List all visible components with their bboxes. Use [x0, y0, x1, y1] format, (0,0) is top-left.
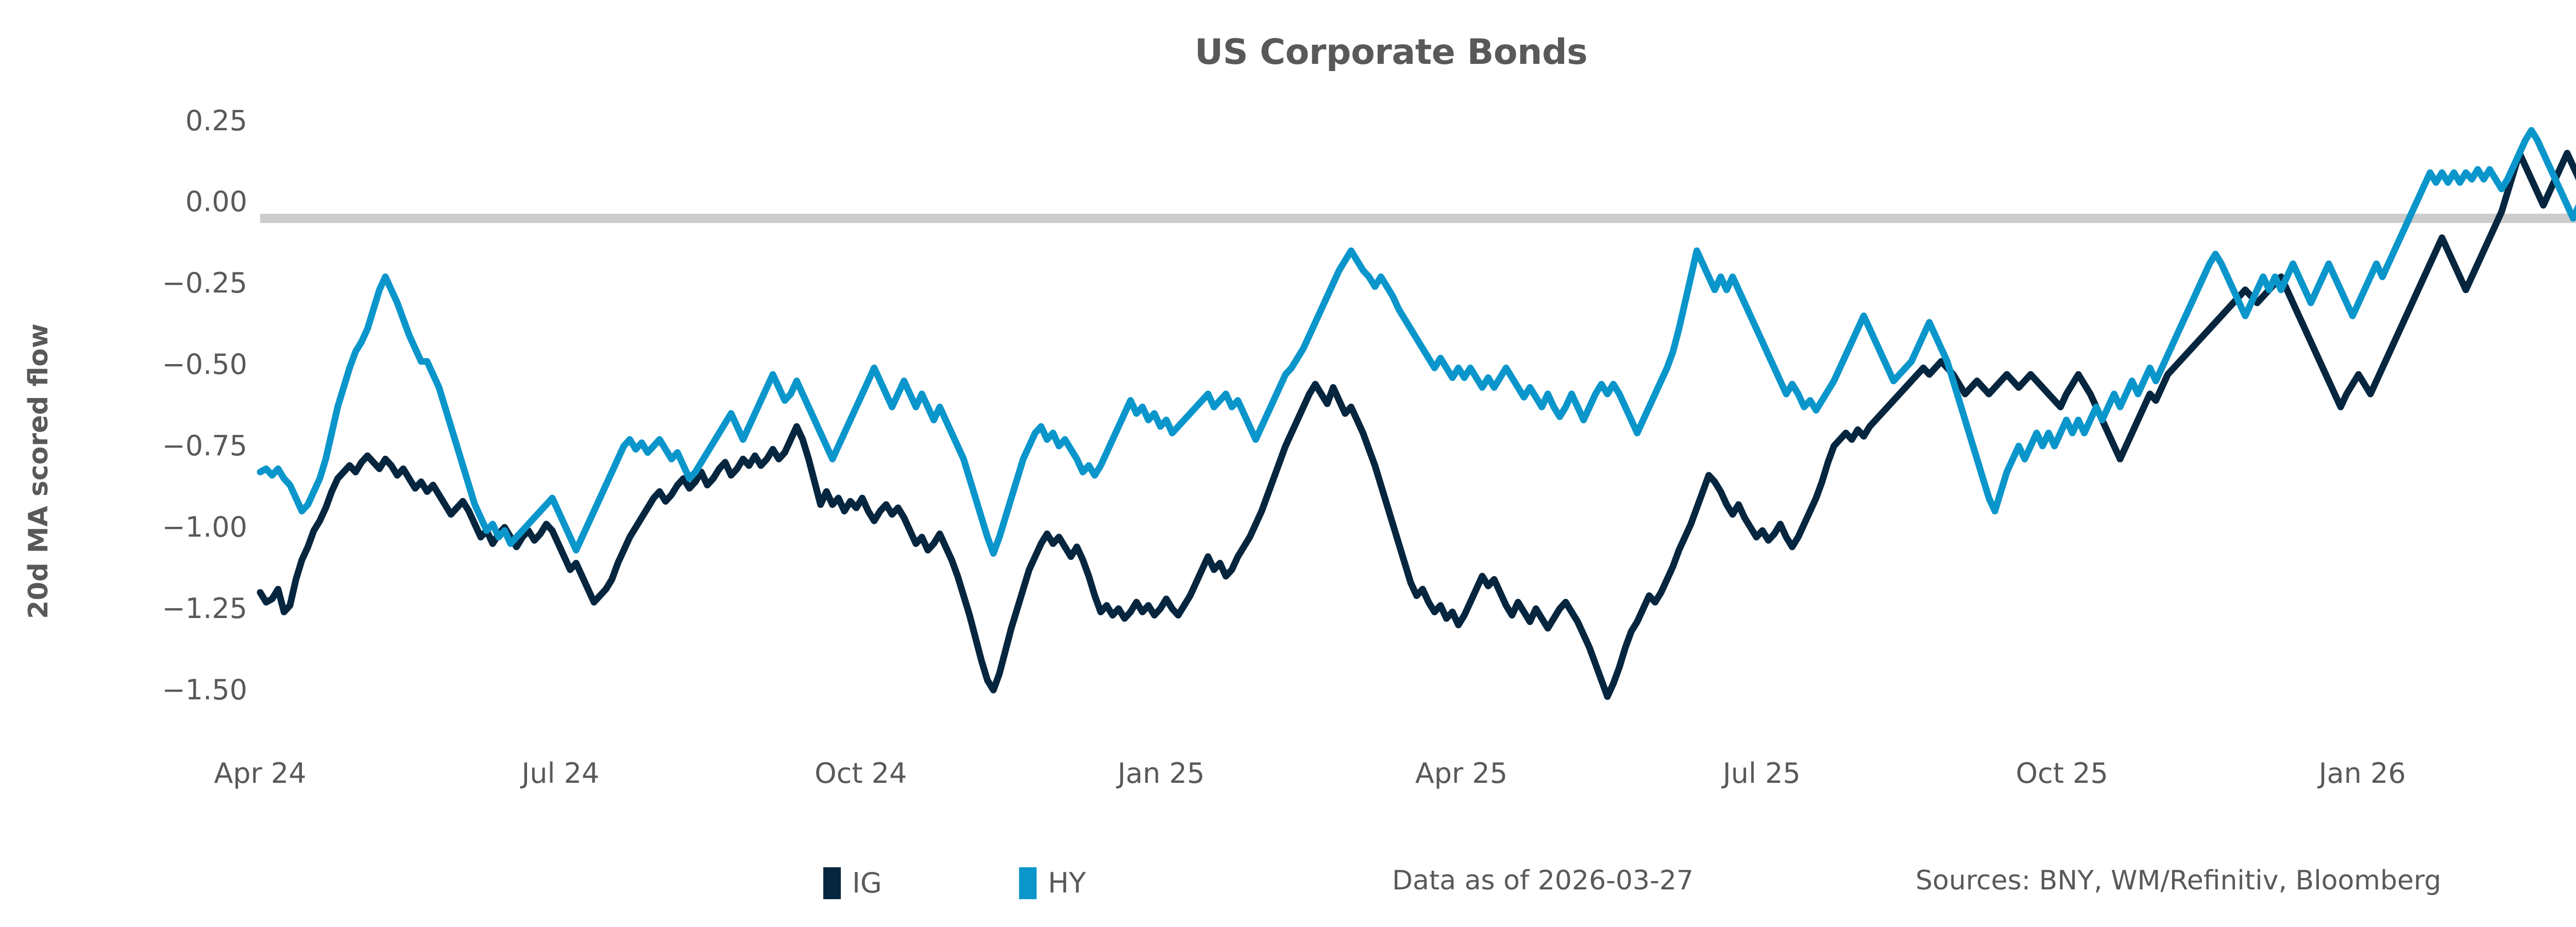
data-series-layer	[257, 127, 2576, 700]
page-title: US Corporate Bonds	[1194, 32, 1588, 73]
sources-note: Sources: BNY, WM/Refinitiv, Bloomberg	[1916, 865, 2442, 896]
legend-item-hy[interactable]: HY	[1019, 861, 1086, 905]
x-tick-label: Apr 24	[214, 757, 307, 789]
data-as-of-note: Data as of 2026-03-27	[1392, 865, 1694, 896]
x-tick-label: Oct 24	[815, 757, 907, 789]
x-tick-label: Jul 25	[1722, 757, 1801, 789]
x-tick-label: Apr 25	[1415, 757, 1508, 789]
x-tick-label: Jan 26	[2318, 757, 2406, 789]
x-tick-label: Oct 25	[2015, 757, 2108, 789]
y-tick-label: −0.50	[162, 348, 247, 381]
y-tick-label: 0.00	[185, 185, 247, 218]
legend-label-hy: HY	[1048, 867, 1086, 899]
chart-footer: IG HY Data as of 2026-03-27 Sources: BNY…	[0, 861, 2576, 913]
series-line-hy	[257, 127, 2576, 557]
y-tick-label: −1.00	[162, 511, 247, 544]
y-tick-label: −1.25	[162, 592, 247, 625]
legend-swatch-ig	[823, 867, 841, 899]
legend-item-ig[interactable]: IG	[823, 861, 882, 905]
x-tick-label: Jan 25	[1117, 757, 1205, 789]
x-tick-label: Jul 24	[521, 757, 600, 789]
y-tick-label: −0.25	[162, 267, 247, 300]
y-tick-label: −1.50	[162, 674, 247, 707]
legend-label-ig: IG	[852, 867, 882, 899]
y-tick-label: −0.75	[162, 430, 247, 462]
series-line-ig	[257, 149, 2576, 700]
y-tick-label: 0.25	[185, 104, 247, 137]
legend-swatch-hy	[1019, 867, 1037, 899]
